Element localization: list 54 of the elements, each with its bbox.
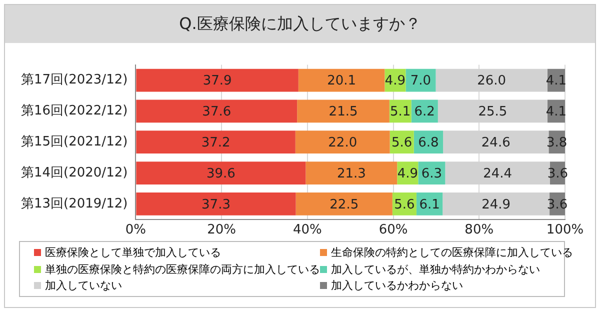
bar bbox=[297, 100, 390, 123]
data-label: 21.5 bbox=[328, 104, 358, 120]
data-label: 37.2 bbox=[201, 135, 230, 150]
data-label: 25.5 bbox=[478, 104, 508, 120]
x-tick-label: 40% bbox=[292, 222, 322, 238]
bar bbox=[136, 162, 306, 184]
bar bbox=[136, 100, 298, 123]
legend-label: 加入しているが、単独か特約かわからない bbox=[331, 262, 540, 276]
data-label: 22.5 bbox=[330, 197, 359, 212]
y-tick-label: 第16回(2022/12) bbox=[20, 104, 128, 119]
bar bbox=[406, 68, 436, 92]
x-tick-label: 20% bbox=[207, 222, 236, 238]
bar bbox=[296, 192, 392, 216]
data-label: 37.6 bbox=[202, 104, 232, 120]
data-label: 24.9 bbox=[482, 197, 511, 212]
data-label: 5.6 bbox=[394, 197, 415, 212]
legend-label: 生命保険の特約としての医療保障に加入している bbox=[331, 245, 573, 260]
data-label: 5.6 bbox=[392, 135, 412, 150]
data-label: 5.1 bbox=[390, 104, 411, 120]
y-tick-label: 第17回(2023/12) bbox=[20, 72, 128, 88]
y-tick-label: 第13回(2019/12) bbox=[20, 196, 128, 212]
chart-title: Q.医療保険に加入していますか？ bbox=[5, 5, 595, 43]
legend-label: 加入しているかわからない bbox=[331, 278, 463, 293]
bar bbox=[136, 130, 296, 154]
data-label: 37.9 bbox=[202, 74, 232, 89]
data-label: 22.0 bbox=[328, 135, 358, 150]
data-label: 6.2 bbox=[414, 104, 435, 120]
data-label: 4.9 bbox=[384, 74, 406, 89]
data-label: 21.3 bbox=[336, 166, 366, 182]
y-tick-label: 第14回(2020/12) bbox=[20, 165, 128, 180]
legend-label: 単独の医療保険と特約の医療保障の両方に加入している bbox=[45, 262, 320, 276]
bar bbox=[298, 68, 385, 92]
data-label: 6.1 bbox=[419, 197, 440, 212]
x-tick-label: 100% bbox=[546, 222, 584, 238]
bar bbox=[136, 192, 296, 216]
x-tick-label: 0% bbox=[125, 222, 146, 238]
data-label: 20.1 bbox=[327, 74, 356, 89]
x-tick-label: 60% bbox=[378, 222, 408, 238]
data-label: 4.9 bbox=[397, 166, 418, 182]
bar bbox=[136, 68, 298, 92]
data-label: 37.3 bbox=[202, 197, 230, 212]
data-label: 6.8 bbox=[418, 135, 439, 150]
x-tick-label: 80% bbox=[464, 222, 494, 238]
data-label: 24.6 bbox=[481, 135, 510, 150]
data-label: 39.6 bbox=[206, 166, 236, 182]
legend-label: 医療保険として単独で加入している bbox=[45, 245, 221, 260]
data-label: 26.0 bbox=[477, 74, 506, 89]
data-label: 6.3 bbox=[421, 166, 442, 182]
legend-label: 加入していない bbox=[45, 278, 122, 293]
data-label: 7.0 bbox=[410, 74, 432, 89]
data-label: 24.4 bbox=[483, 166, 512, 182]
y-tick-label: 第15回(2021/12) bbox=[20, 134, 128, 150]
bar bbox=[306, 162, 398, 184]
bar bbox=[295, 130, 390, 154]
